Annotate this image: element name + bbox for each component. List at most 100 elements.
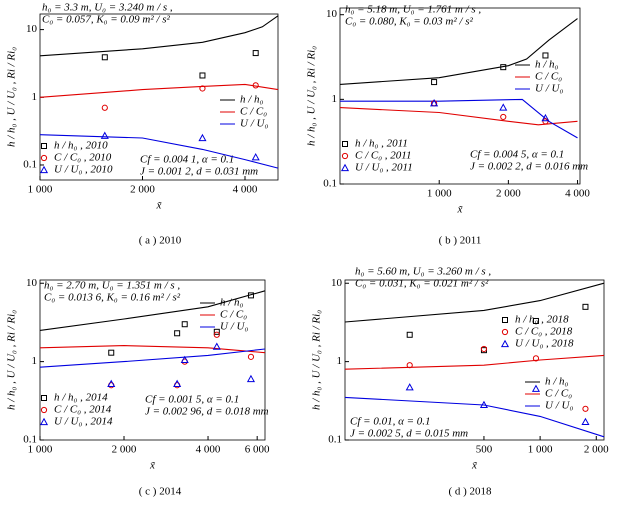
legend-label: U / U₀ (545, 400, 573, 412)
parameters: J = 0.001 2, d = 0.031 mm (140, 166, 258, 178)
legend-label: h / h₀ (240, 94, 264, 106)
caption: ( b ) 2011 (439, 235, 482, 247)
legend-label: C / C₀ , 2014 (54, 404, 112, 416)
series-line (344, 282, 605, 323)
marker (107, 379, 116, 387)
series-line (39, 83, 279, 98)
x-axis-label: x̃ (156, 200, 163, 212)
marker (406, 362, 413, 369)
marker (431, 79, 438, 86)
marker (108, 349, 115, 356)
x-axis-label: x̃ (457, 204, 464, 216)
x-tick-label: 2 000 (112, 444, 137, 456)
marker (480, 345, 488, 353)
series-line (39, 348, 266, 368)
legend-swatch (502, 317, 508, 323)
legend-swatch (39, 417, 49, 426)
caption: ( d ) 2018 (448, 486, 492, 498)
y-tick-label: 1 (332, 93, 338, 105)
legend-swatch (41, 143, 47, 149)
marker (199, 72, 206, 79)
marker (213, 328, 220, 335)
plot-frame (344, 279, 605, 441)
x-tick-label: 1 000 (28, 444, 53, 456)
x-axis-label: x̃ (149, 460, 156, 472)
legend-label: C / C₀ , 2018 (515, 326, 573, 338)
x-tick-label: 500 (476, 444, 493, 456)
marker (405, 383, 414, 391)
parameters: J = 0.002 2, d = 0.016 mm (470, 161, 588, 173)
marker (246, 374, 256, 383)
x-tick-label: 2 000 (130, 184, 155, 196)
marker (173, 379, 182, 387)
marker (101, 54, 108, 61)
legend-label: C / C₀ , 2010 (54, 152, 112, 164)
x-tick-label: 2 000 (584, 444, 609, 456)
x-tick-label: 4 000 (196, 444, 221, 456)
caption: ( c ) 2014 (139, 486, 182, 498)
series-line (39, 345, 266, 354)
marker (430, 98, 439, 107)
legend-label: h / h₀ , 2014 (54, 392, 108, 404)
legend-label: h / h₀ , 2018 (515, 314, 569, 326)
parameters: C₀ = 0.031, K₀ = 0.021 m² / s² (355, 278, 489, 290)
marker (541, 113, 550, 122)
legend-label: C / C₀ (535, 71, 562, 83)
parameters: h₀ = 5.18 m, U₀ = 1.761 m / s , (345, 4, 481, 16)
parameters: Cf = 0.004 1, α = 0.1 (140, 154, 234, 166)
x-axis-label: x̃ (471, 460, 478, 472)
y-tick-label: 1 (32, 91, 38, 103)
legend-swatch (340, 163, 350, 172)
legend-swatch (40, 154, 48, 162)
legend-swatch (341, 152, 349, 160)
x-tick-label: 1 000 (427, 188, 452, 200)
legend-swatch (500, 339, 510, 348)
y-tick-label: 0.1 (323, 178, 337, 190)
marker (100, 131, 109, 139)
series-line (39, 134, 279, 169)
x-tick-label: 1 000 (28, 184, 53, 196)
legend-swatch (41, 395, 47, 401)
marker (532, 355, 540, 362)
legend-label: U / U₀ (220, 321, 248, 333)
legend-label: h / h₀ (545, 376, 569, 388)
series-line (344, 396, 605, 438)
legend-swatch (40, 406, 48, 414)
parameters: C₀ = 0.013 6, K₀ = 0.16 m² / s² (44, 292, 181, 304)
marker (212, 342, 221, 350)
legend-swatch (39, 165, 49, 174)
y-tick-label: 10 (26, 277, 38, 289)
parameters: J = 0.002 96, d = 0.018 mm (145, 406, 269, 418)
y-axis-label: h / h₀ , U / U₀ , Ri / Ri₀ (311, 310, 323, 410)
legend-label: h / h₀ , 2011 (355, 138, 408, 150)
y-tick-label: 10 (26, 23, 38, 35)
series-line (39, 290, 266, 331)
series-line (339, 107, 578, 126)
series-line (339, 18, 578, 85)
legend-label: C / C₀ (545, 388, 572, 400)
legend-label: U / U₀ , 2010 (54, 164, 113, 176)
x-tick-label: 6 000 (245, 444, 270, 456)
marker (499, 103, 508, 111)
marker (199, 85, 206, 92)
marker (252, 82, 259, 89)
series-line (344, 354, 605, 370)
y-tick-label: 10 (331, 277, 343, 289)
legend-label: h / h₀ (535, 59, 559, 71)
plot-frame (39, 279, 266, 441)
parameters: C₀ = 0.080, K₀ = 0.03 m² / s² (345, 16, 473, 28)
y-tick-label: 1 (337, 355, 343, 367)
marker (213, 331, 220, 338)
caption: ( a ) 2010 (139, 235, 182, 247)
legend-label: U / U₀ (535, 83, 563, 95)
marker (181, 321, 188, 328)
series-line (340, 98, 578, 139)
marker (251, 153, 260, 161)
parameters: J = 0.002 5, d = 0.015 mm (350, 428, 468, 440)
y-axis-label: h / h₀ , U / U₀ , Ri / Ri₀ (6, 47, 18, 147)
y-axis-label: h / h₀ , U / U₀ , Ri / Ri₀ (306, 46, 318, 146)
marker (582, 303, 589, 310)
parameters: Cf = 0.001 5, α = 0.1 (145, 394, 239, 406)
y-tick-label: 0.1 (328, 434, 342, 446)
